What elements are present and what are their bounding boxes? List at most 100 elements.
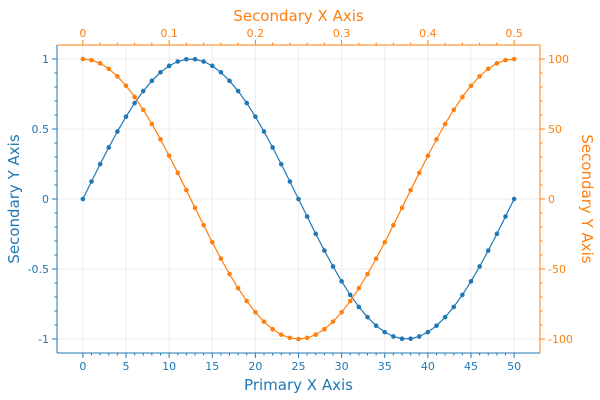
y-axis-right-title: Secondary Y Axis (578, 134, 596, 263)
series-2-point (158, 137, 163, 142)
series-2-point (399, 205, 405, 211)
x-axis-primary-tick-label: 0 (79, 360, 86, 373)
series-1-point (382, 329, 388, 335)
series-2-point (434, 137, 439, 142)
series-2-point (494, 61, 500, 66)
series-1-point (511, 196, 517, 202)
series-1-point (365, 314, 370, 320)
series-2-point (209, 239, 215, 245)
series-2-point (408, 187, 413, 193)
y-axis-right-tick-label: -100 (548, 333, 573, 346)
y-axis-right-tick-label: 0 (548, 193, 555, 206)
series-2-point (175, 170, 181, 176)
series-1-point (227, 78, 232, 84)
series-1-point (149, 78, 155, 84)
y-axis-left-tick-label: 0 (42, 193, 49, 206)
series-layer (80, 56, 517, 342)
series-2-point (235, 285, 241, 291)
series-2-point (80, 56, 86, 62)
series-2-point (485, 66, 491, 72)
series-2-point (425, 153, 431, 159)
series-2-point (89, 57, 94, 63)
series-1-point (132, 100, 137, 106)
series-1-point (184, 56, 189, 62)
y-axis-right-tick-label: 100 (548, 53, 569, 66)
series-2-point (511, 56, 517, 62)
series-1-point (399, 336, 405, 342)
series-2-point (201, 222, 206, 228)
series-1-point (89, 179, 94, 184)
series-2-point (149, 121, 155, 127)
series-2-point (132, 94, 137, 100)
series-1-point (494, 231, 500, 237)
series-1-point (166, 63, 172, 69)
series-1-point (158, 70, 163, 75)
series-2-point (218, 256, 224, 261)
series-2-point (468, 83, 474, 89)
series-1-point (218, 70, 224, 75)
series-2-point (192, 205, 198, 211)
series-2-point (304, 335, 310, 341)
y-axis-left-tick-label: 1 (42, 53, 49, 66)
series-2-point (140, 107, 146, 113)
series-2-point (442, 121, 448, 127)
y-axis-left-tick-label: -1 (38, 333, 49, 346)
series-1-point (287, 179, 293, 184)
x-axis-primary-tick-label: 35 (378, 360, 392, 373)
x-axis-primary-tick-label: 30 (335, 360, 349, 373)
series-1-point (408, 336, 413, 342)
series-2-point (373, 256, 379, 261)
x-axis-secondary-tick-label: 0.4 (419, 27, 437, 40)
series-1-point (140, 88, 146, 94)
x-axis-primary-tick-label: 5 (123, 360, 130, 373)
series-2-point (365, 271, 370, 277)
series-2-point (339, 309, 344, 315)
series-1-point (123, 114, 129, 119)
x-axis-primary-title: Primary X Axis (244, 376, 353, 394)
series-1-point (485, 248, 491, 253)
series-1-point (235, 88, 241, 94)
x-axis-primary-tick-label: 45 (464, 360, 478, 373)
series-1-point (201, 59, 206, 64)
series-1-point (322, 248, 327, 253)
y-axis-right-tick-label: 50 (548, 123, 562, 136)
series-2-point (115, 74, 120, 79)
series-2-point (451, 107, 457, 113)
series-1-point (304, 214, 310, 219)
y-axis-left-tick-label: -0.5 (28, 263, 49, 276)
series-1-point (192, 56, 198, 62)
series-2-point (391, 222, 396, 228)
series-2-point (244, 298, 250, 304)
y-axis-right-tick-label: -50 (548, 263, 566, 276)
series-2-point (123, 83, 129, 89)
series-1-point (209, 63, 215, 69)
x-axis-secondary-tick-label: 0.3 (333, 27, 351, 40)
series-2-point (227, 271, 232, 277)
x-axis-secondary-tick-label: 0.1 (160, 27, 178, 40)
series-1-point (468, 279, 474, 284)
x-axis-secondary-title: Secondary X Axis (233, 7, 364, 25)
x-axis-primary-tick-label: 40 (421, 360, 435, 373)
x-axis-secondary-tick-label: 0 (79, 27, 86, 40)
x-axis-secondary-tick-label: 0.2 (247, 27, 265, 40)
series-2-point (416, 170, 422, 176)
x-axis-primary-tick-label: 10 (162, 360, 176, 373)
series-1-point (296, 196, 301, 202)
series-2-point (253, 309, 258, 315)
y-axis-left-tick-label: 0.5 (32, 123, 50, 136)
series-2-point (296, 336, 301, 342)
x-axis-primary-tick-label: 25 (292, 360, 306, 373)
y-axis-left-title: Secondary Y Axis (5, 134, 23, 263)
x-axis-primary-tick-label: 50 (507, 360, 521, 373)
series-1-point (460, 292, 465, 298)
series-1-point (339, 279, 344, 284)
series-2-point (503, 57, 508, 63)
series-1-point (442, 314, 448, 320)
series-1-point (278, 161, 284, 167)
series-2-point (287, 335, 293, 341)
axes: 0 5 10 15 20 25 30 35 40 45 500 0.1 0.2 0.3 0.4 0.5-1-0… (28, 27, 573, 373)
series-1-point (244, 100, 250, 106)
series-2-point (261, 319, 267, 324)
series-1-point (416, 334, 422, 339)
